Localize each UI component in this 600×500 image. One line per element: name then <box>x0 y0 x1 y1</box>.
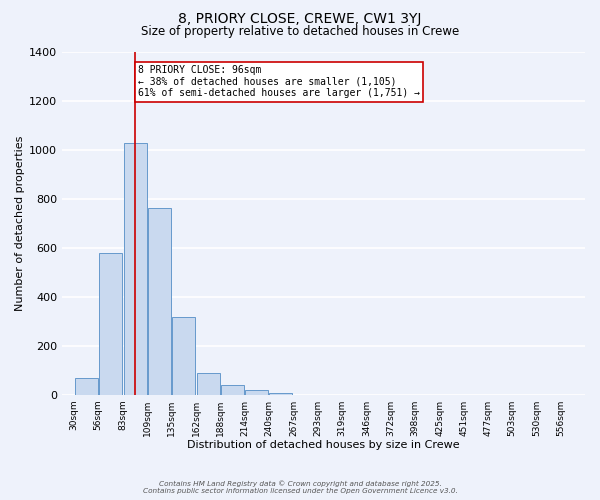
Bar <box>197 372 220 394</box>
Bar <box>172 318 195 394</box>
Bar <box>74 378 98 394</box>
X-axis label: Distribution of detached houses by size in Crewe: Distribution of detached houses by size … <box>187 440 460 450</box>
Bar <box>98 253 122 394</box>
Bar <box>221 385 244 394</box>
Text: 8 PRIORY CLOSE: 96sqm
← 38% of detached houses are smaller (1,105)
61% of semi-d: 8 PRIORY CLOSE: 96sqm ← 38% of detached … <box>138 65 420 98</box>
Text: 8, PRIORY CLOSE, CREWE, CW1 3YJ: 8, PRIORY CLOSE, CREWE, CW1 3YJ <box>178 12 422 26</box>
Bar <box>124 144 147 394</box>
Text: Contains HM Land Registry data © Crown copyright and database right 2025.
Contai: Contains HM Land Registry data © Crown c… <box>143 480 457 494</box>
Y-axis label: Number of detached properties: Number of detached properties <box>15 136 25 310</box>
Bar <box>148 208 171 394</box>
Bar <box>245 390 268 394</box>
Text: Size of property relative to detached houses in Crewe: Size of property relative to detached ho… <box>141 25 459 38</box>
